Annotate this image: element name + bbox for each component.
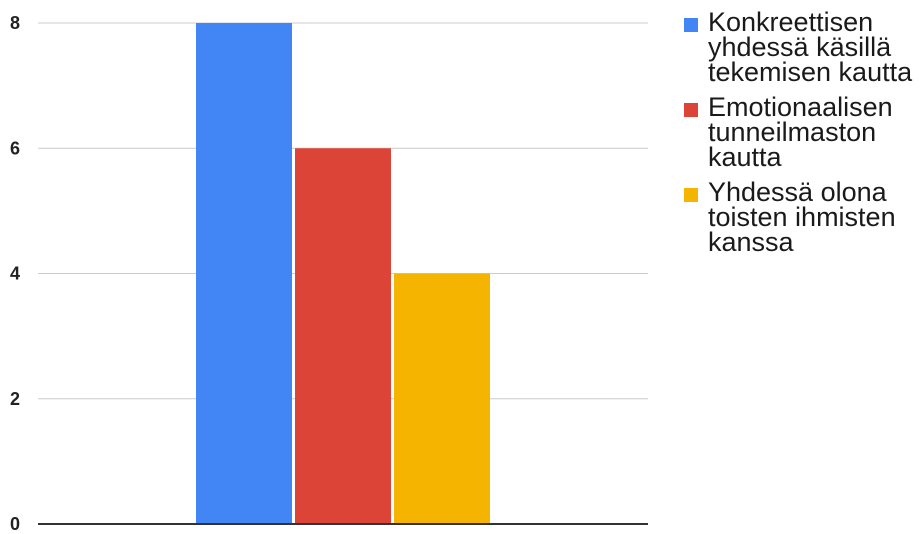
legend-item: Yhdessä olona toisten ihmisten kanssa xyxy=(684,177,918,257)
y-tick-label: 4 xyxy=(10,264,20,284)
legend-label: Yhdessä olona toisten ihmisten kanssa xyxy=(708,177,896,257)
y-axis-ticks: 0 2 4 6 8 xyxy=(10,13,20,534)
y-tick-label: 0 xyxy=(10,514,20,534)
bar xyxy=(196,23,292,524)
legend-swatch xyxy=(684,188,698,202)
bars xyxy=(196,23,490,524)
bar xyxy=(394,273,490,524)
legend: Konkreettisen yhdessä käsillä tekemisen … xyxy=(684,7,918,265)
bar xyxy=(295,148,391,524)
y-tick-label: 6 xyxy=(10,138,20,158)
legend-item: Konkreettisen yhdessä käsillä tekemisen … xyxy=(684,7,918,87)
legend-swatch xyxy=(684,18,698,32)
legend-swatch xyxy=(684,103,698,117)
bar-chart: 0 2 4 6 8 xyxy=(10,13,648,534)
legend-label: Konkreettisen yhdessä käsillä tekemisen … xyxy=(708,7,913,87)
legend-label: Emotionaalisen tunneilmaston kautta xyxy=(708,92,893,172)
y-tick-label: 2 xyxy=(10,389,20,409)
legend-item: Emotionaalisen tunneilmaston kautta xyxy=(684,92,918,172)
y-tick-label: 8 xyxy=(10,13,20,33)
